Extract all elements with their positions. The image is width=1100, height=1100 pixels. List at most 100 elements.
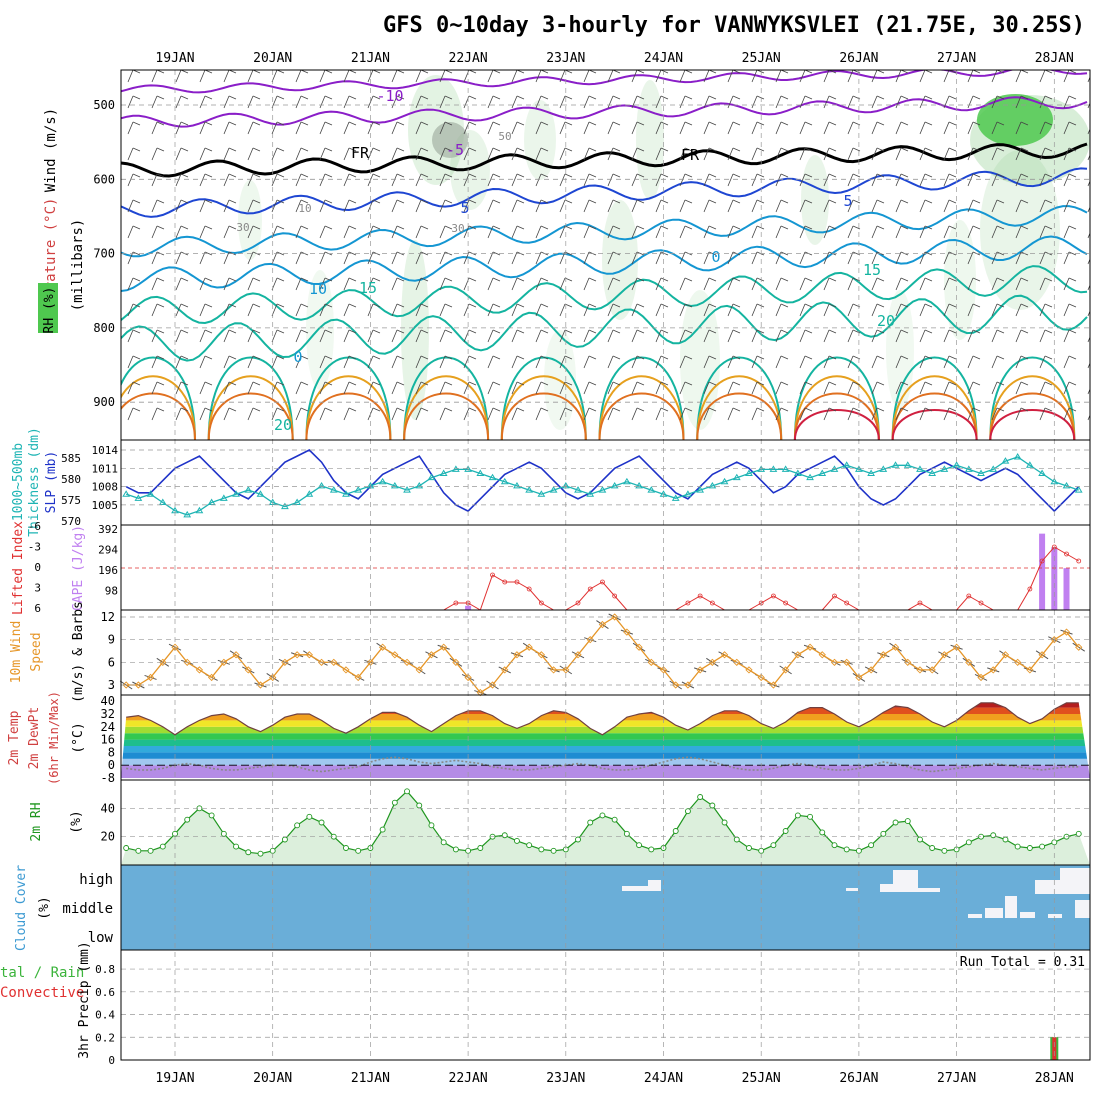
wind-barb-feather [780,147,789,152]
wind-barb [943,303,950,317]
wind-barb [535,303,542,317]
wind-barb-feather [900,277,909,282]
li-marker [600,579,605,585]
wind-tick: 3 [108,678,115,692]
thickness-marker [769,465,778,472]
contour-label: 50 [498,130,511,143]
cloud-level-label: high [79,872,113,888]
wind-marker [635,643,643,651]
wind-barb [391,407,398,421]
wind-barb-feather [348,199,357,204]
wind-barb [607,95,614,109]
wind-barb [967,251,974,265]
wind-barb [871,95,878,109]
wind-barb [343,95,350,109]
rh-marker [807,813,813,820]
axis-label-thickness: 1000~500mb [11,443,26,521]
wind-barb-feather [660,303,669,308]
thickness-marker [781,465,790,472]
cape-bar [1063,568,1070,610]
wind-barb-feather [996,121,1005,126]
rh-shading [401,240,429,420]
wind-barb-feather [636,225,645,230]
wind-barb [823,95,830,109]
wind-barb-feather [876,173,885,178]
wind-barb-feather [300,381,309,386]
wind-barb-feather [1020,95,1029,100]
wind-barb-feather [996,277,1005,282]
wind-barb-feather [372,95,381,100]
wind-barb [343,407,350,421]
wind-barb [583,147,590,161]
isotherm-arch [207,356,294,440]
wind-barb-feather [372,199,381,204]
isotherm-arch [696,356,783,440]
wind-barb-feather [1020,173,1029,178]
wind-marker [1026,666,1034,674]
wind-barb-feather [516,121,525,126]
wind-barb [247,251,254,265]
wind-barb [295,303,302,317]
wind-barb [535,199,542,213]
wind-barb-feather [420,277,429,282]
cloud-cover-block [915,888,940,892]
wind-marker [696,666,704,674]
thickness-marker [964,465,973,472]
wind-speed-line [126,616,1080,694]
wind-barb [631,199,638,213]
wind-barb-feather [1044,381,1053,386]
wind-barb-feather [612,277,621,282]
wind-barb [967,303,974,317]
wind-barb-feather [300,407,309,412]
rh-marker [208,812,215,819]
wind-barb [751,121,758,135]
wind-barb [127,381,134,395]
wind-barb [943,121,950,135]
wind-barb [799,199,806,213]
wind-barb-feather [324,329,333,334]
wind-barb-feather [588,121,597,126]
wind-barb-feather [612,199,621,204]
isotherm-arch [403,356,490,440]
wind-marker [208,673,216,682]
temp-band [121,714,1090,721]
wind-barb-feather [180,303,189,308]
wind-barb [535,251,542,265]
wind-barb [799,95,806,109]
wind-barb [751,381,758,395]
rh-marker [526,842,533,849]
axis-label-2m-rh: 2m RH [29,802,44,841]
wind-barb [751,277,758,291]
wind-barb-feather [228,199,237,204]
wind-barb-feather [252,199,261,204]
wind-barb-feather [420,355,429,360]
wind-barb-feather [540,381,549,386]
wind-barb-feather [516,277,525,282]
wind-barb-feather [348,225,357,230]
axis-label-li: Lifted Index [11,521,26,615]
rh-marker [587,819,594,826]
thickness-marker [610,481,619,489]
wind-barb-feather [204,121,213,126]
wind-barb-feather [540,225,549,230]
wind-barb-feather [780,95,789,100]
wind-barb-feather [228,147,237,152]
wind-barb-feather [132,303,141,308]
wind-barb [607,70,614,83]
wind-barb-feather [516,355,525,360]
thickness-marker [1001,457,1010,464]
wind-barb [463,381,470,395]
wind-marker [232,651,240,659]
wind-barb-feather [1068,173,1077,178]
wind-barb [391,381,398,395]
wind-barb-feather [684,95,693,100]
wind-barb [223,173,230,187]
wind-barb-feather [468,303,477,308]
wind-barb-feather [972,277,981,282]
wind-barb [559,70,566,83]
isotherm-arch [793,356,880,440]
wind-barb-feather [996,199,1005,204]
wind-barb-feather [1020,355,1029,360]
wind-barb [1039,70,1046,83]
rh-marker [416,802,423,809]
